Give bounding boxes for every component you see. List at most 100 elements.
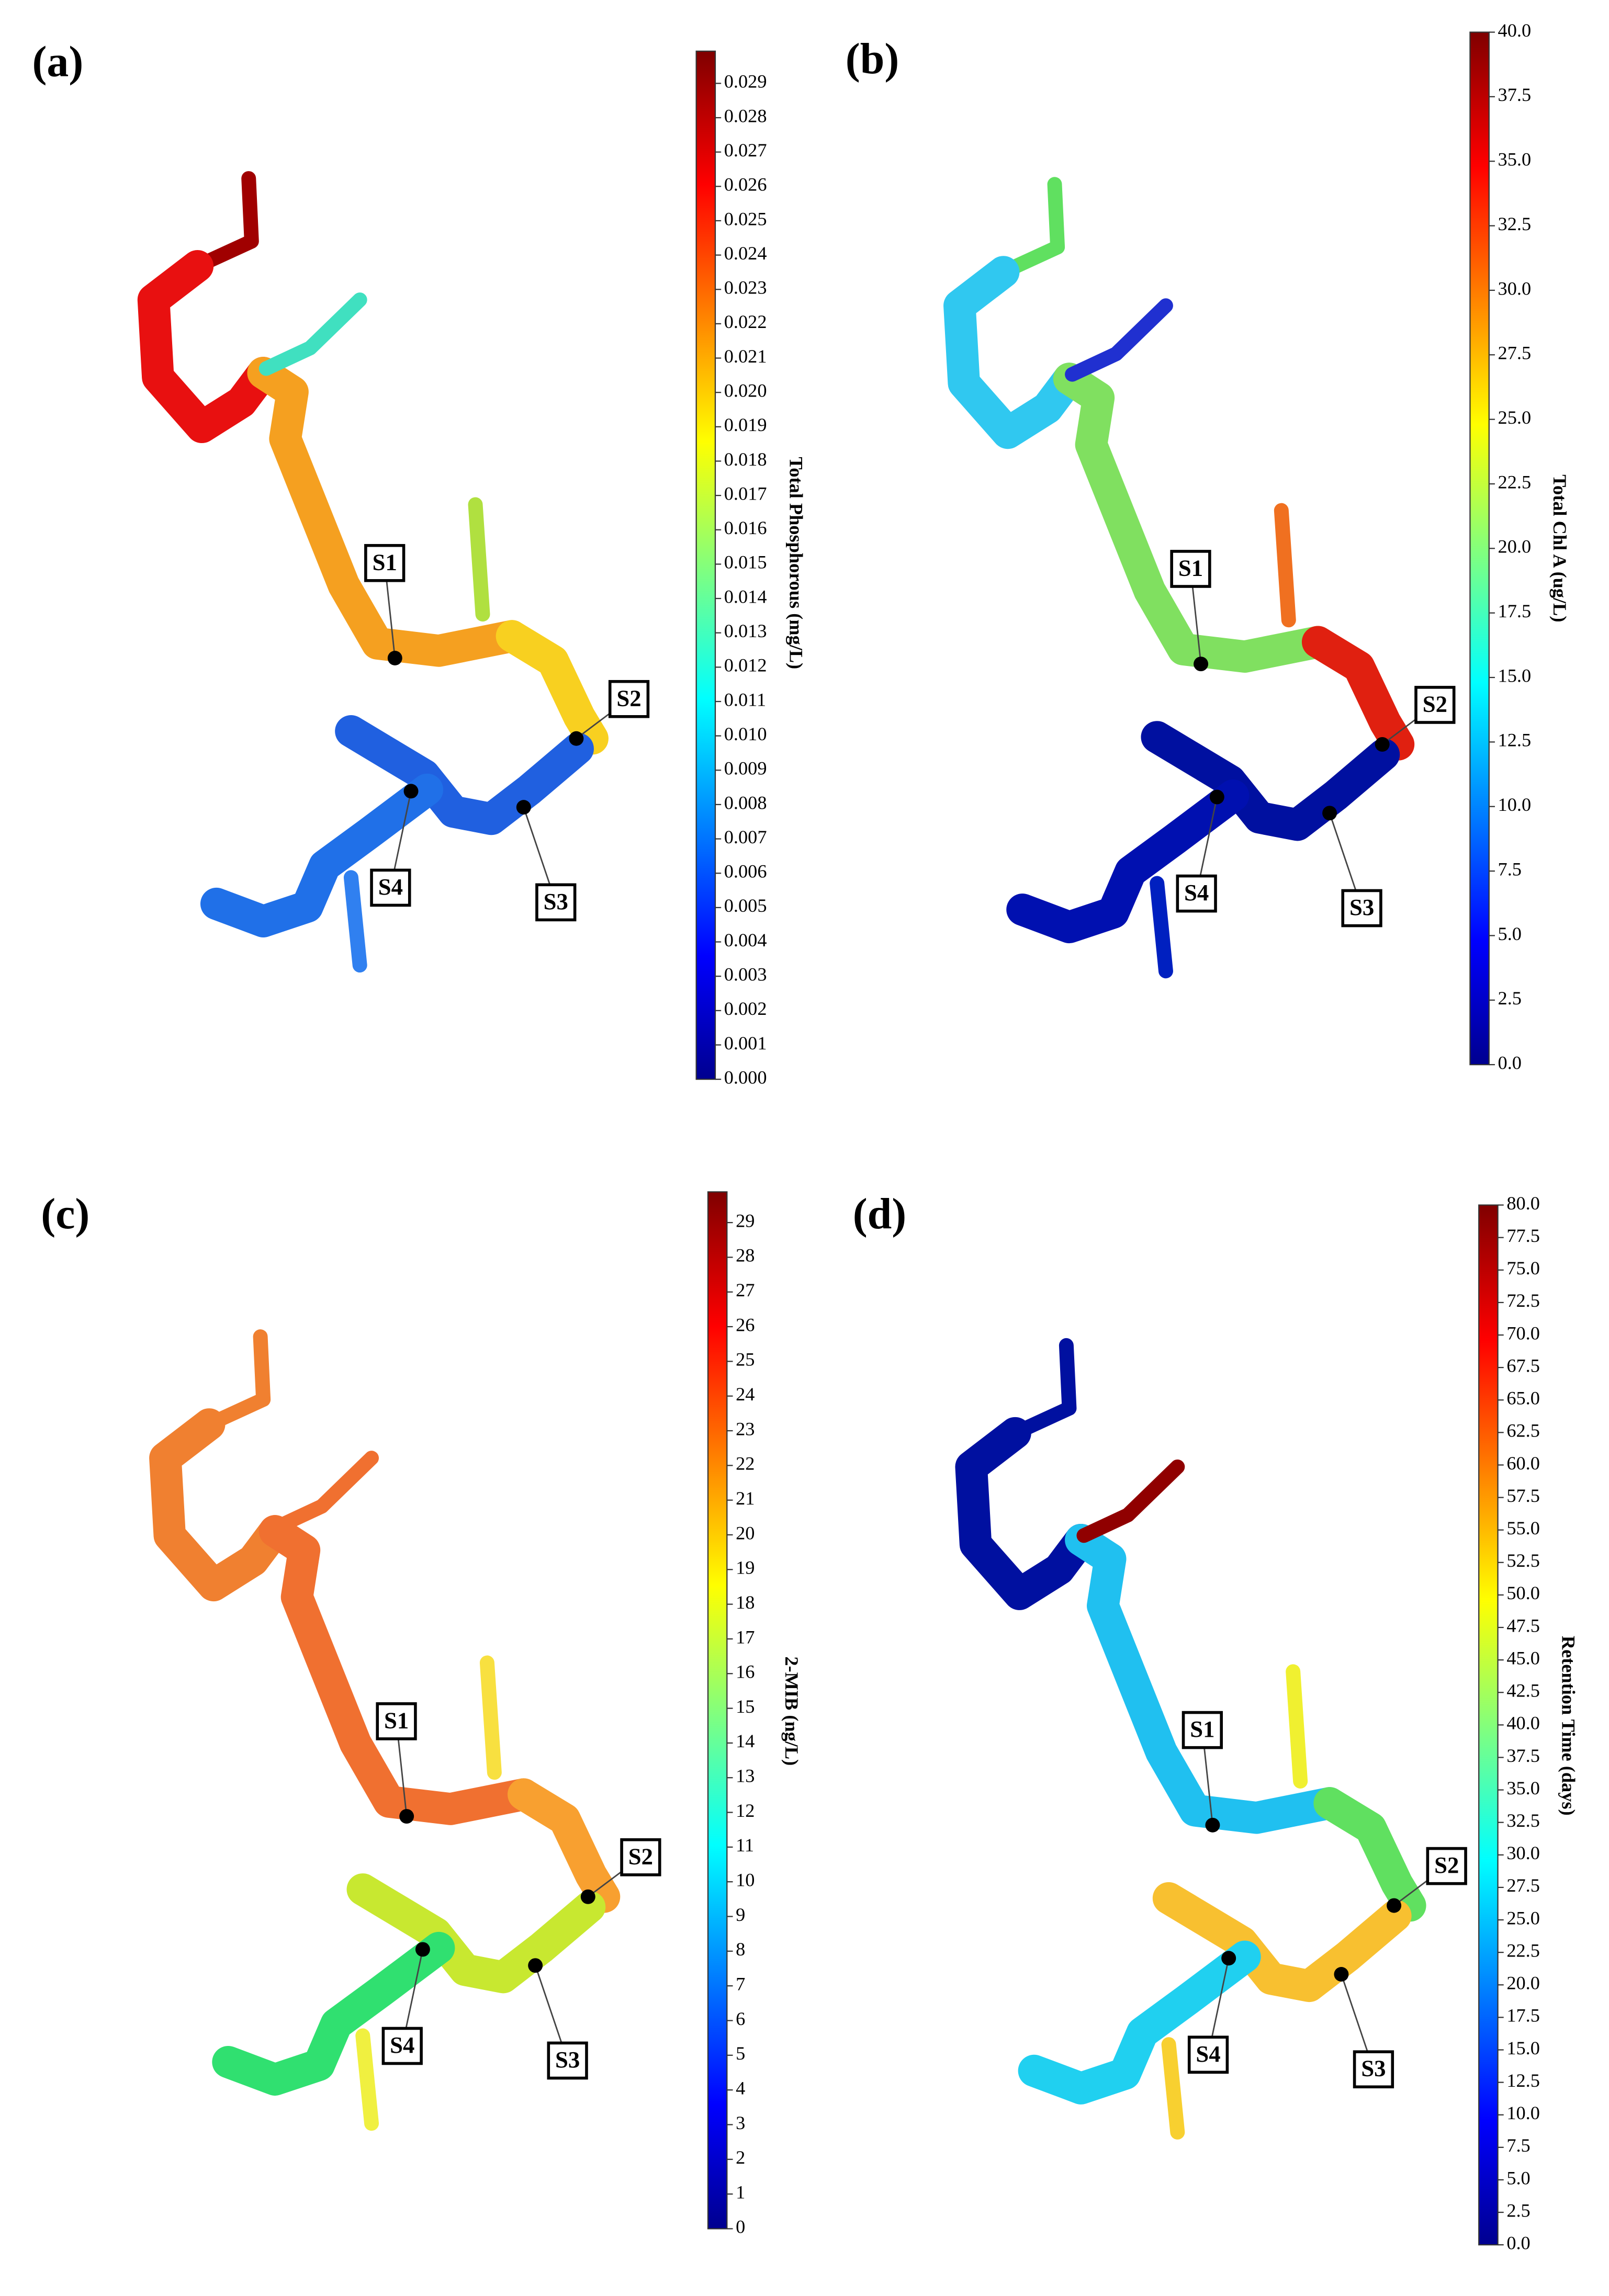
colorbar-tick-label: 22.5 [1498,471,1532,492]
colorbar-tick-label: 25.0 [1498,407,1532,428]
reservoir-segment [1065,298,1173,382]
station-dot [516,800,531,815]
colorbar-tick-label: 3 [736,2112,745,2133]
colorbar-tick-label: 67.5 [1506,1355,1540,1376]
station-box [381,2027,423,2065]
station-dot [569,731,584,746]
station-label: S4 [1196,2041,1220,2067]
colorbar [1469,31,1490,1066]
colorbar-tick-label: 14 [736,1731,755,1751]
reservoir-segment [1076,1459,1185,1543]
colorbar-tick-label: 0.025 [724,208,767,229]
reservoir-segment [1141,721,1400,841]
station-dot [1334,1967,1349,1982]
colorbar-tick-label: 0.018 [724,449,767,470]
reservoir-segment [1008,1338,1077,1441]
station-label: S1 [373,549,397,575]
colorbar-tick-label: 0.012 [724,655,767,676]
colorbar-tick-label: 4 [736,2077,745,2098]
colorbar-tick-label: 0.009 [724,758,767,779]
reservoir-segment [1053,363,1334,673]
colorbar-tick-label: 11 [736,1835,754,1856]
colorbar-tick-label: 26 [736,1314,755,1335]
colorbar-tick-label: 0.017 [724,483,767,504]
reservoir-segment [1313,1787,1426,1922]
colorbar-tick-label: 7.5 [1506,2135,1530,2156]
colorbar-tick-label: 35.0 [1506,1778,1540,1799]
station-box [370,868,411,907]
station-dot [1205,1817,1220,1833]
reservoir-segment [468,497,490,622]
colorbar [1478,1204,1499,2246]
station-dot [415,1942,430,1957]
reservoir-segment [137,250,279,444]
colorbar-tick-label: 20 [736,1522,755,1543]
colorbar-tick-label: 28 [736,1245,755,1266]
colorbar-tick-label: 0.029 [724,71,767,92]
reservoir-map: S1 S2 S3 S4 [137,171,650,973]
colorbar-tick-label: 0.004 [724,930,767,951]
colorbar-tick-label: 12.5 [1498,730,1532,751]
colorbar-tick-label: 0.000 [724,1067,767,1088]
panel-label: (b) [846,35,899,83]
colorbar-tick-label: 21 [736,1488,755,1509]
station-box [1414,686,1456,724]
colorbar-tick-label: 15.0 [1498,665,1532,686]
colorbar-tick-label: 0.016 [724,517,767,538]
colorbar-tick-label: 62.5 [1506,1420,1540,1441]
station-box [1176,874,1217,913]
colorbar-tick-label: 25.0 [1506,1907,1540,1928]
colorbar-tick-label: 0.020 [724,380,767,401]
station-label: S4 [1184,879,1209,906]
panel-label: (c) [41,1190,89,1238]
colorbar-tick-label: 7 [736,1973,745,1994]
reservoir-segment [343,870,367,973]
colorbar-tick-label: 55.0 [1506,1518,1540,1539]
colorbar-tick-label: 0.013 [724,620,767,641]
reservoir-segment [1274,503,1296,628]
station-box [1187,2035,1229,2074]
colorbar-tick-label: 40.0 [1498,20,1532,41]
colorbar-tick-label: 0.028 [724,105,767,126]
reservoir-segment [479,1655,502,1780]
colorbar-tick-label: 0.019 [724,414,767,435]
panel-label: (a) [32,37,84,86]
colorbar-tick-label: 0.027 [724,140,767,161]
colorbar-tick-label: 0.022 [724,311,767,332]
reservoir-segment [508,1778,621,1913]
reservoir-segment [212,1931,455,2096]
reservoir-segment [1018,1940,1261,2105]
station-label: S3 [1361,2055,1386,2082]
colorbar-tick-label: 52.5 [1506,1550,1540,1571]
colorbar-tick-label: 42.5 [1506,1680,1540,1701]
colorbar-title: Retention Time (days) [1558,1636,1579,1816]
station-dot [403,784,419,799]
colorbar-tick-label: 20.0 [1498,536,1532,557]
colorbar-tick-label: 77.5 [1506,1225,1540,1246]
reservoir-segment [1286,1664,1308,1789]
station-dot [528,1958,543,1973]
station-label: S1 [1190,1716,1214,1742]
colorbar-tick-label: 32.5 [1498,213,1532,234]
colorbar-tick-label: 24 [736,1384,755,1405]
colorbar-tick-label: 8 [736,1939,745,1960]
colorbar-tick-label: 0.0 [1506,2232,1530,2253]
reservoir-segment [149,1408,291,1602]
colorbar-tick-label: 0.015 [724,552,767,573]
colorbar-tick-label: 37.5 [1498,84,1532,105]
colorbar-tick-label: 0.008 [724,792,767,813]
station-dot [1387,1898,1402,1913]
station-label: S4 [390,2032,414,2058]
station-box [1182,1711,1223,1749]
reservoir-map: S1 S2 S3 S4 [955,1338,1467,2140]
colorbar-title: 2-MIB (ng/L) [781,1656,802,1766]
colorbar-tick-label: 27.5 [1506,1875,1540,1896]
colorbar-tick-label: 2.5 [1498,988,1522,1009]
reservoir-map: S1 S2 S3 S4 [149,1329,661,2131]
colorbar-tick-label: 10.0 [1506,2102,1540,2123]
panel: (c)S1S2S3S401234567891011121314151617181… [41,1190,802,2237]
station-box [364,544,406,582]
station-dot [1221,1951,1236,1966]
colorbar [695,50,716,1080]
